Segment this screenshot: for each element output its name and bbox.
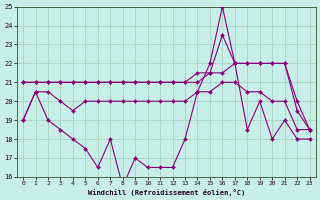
X-axis label: Windchill (Refroidissement éolien,°C): Windchill (Refroidissement éolien,°C) xyxy=(88,189,245,196)
